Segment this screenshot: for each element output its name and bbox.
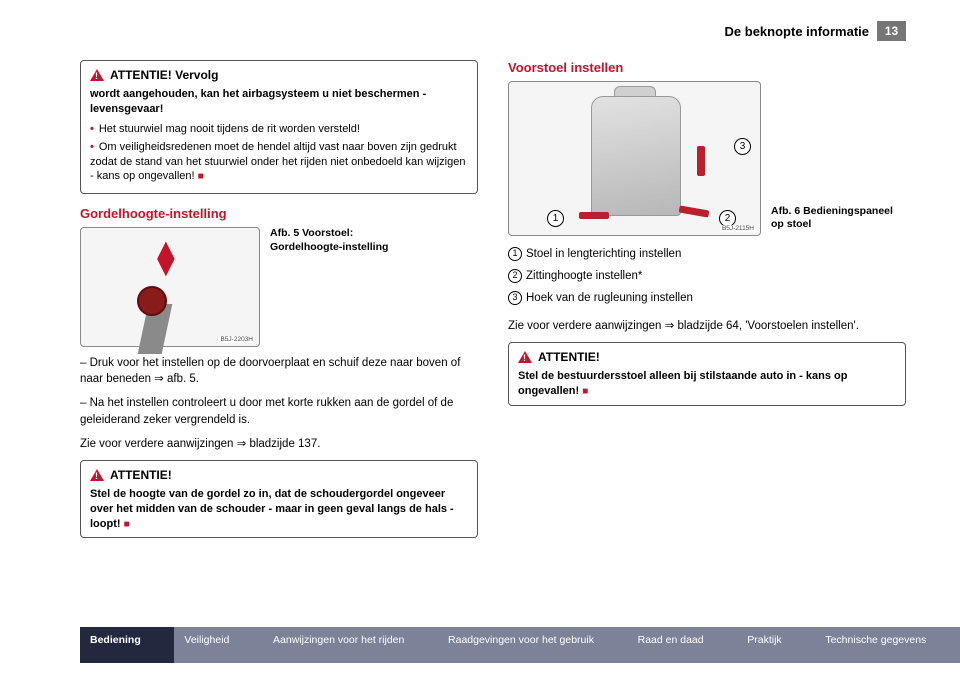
warning-intro: wordt aangehouden, kan het airbagsysteem…	[90, 87, 468, 117]
instruction-text: Na het instellen controleert u door met …	[80, 395, 478, 427]
adjust-arrows-icon: ▲▼	[151, 242, 181, 275]
seat-lever-icon	[579, 212, 609, 219]
warning-icon	[90, 469, 104, 481]
instruction-text: Druk voor het instellen op de doorvoerpl…	[80, 355, 478, 387]
callout-3-icon: 3	[508, 291, 522, 305]
seat-lever-icon	[697, 146, 705, 176]
seat-shape-icon	[591, 96, 681, 216]
left-column: ATTENTIE! Vervolg wordt aangehouden, kan…	[80, 60, 478, 550]
footer-tab[interactable]: Praktijk	[737, 627, 815, 663]
footer-tab[interactable]: Raad en daad	[628, 627, 738, 663]
footer-tab[interactable]: Veiligheid	[174, 627, 263, 663]
section-title: De beknopte informatie	[725, 24, 869, 39]
legend-list: 1Stoel in lengterichting instellen 2Zitt…	[508, 244, 906, 310]
warning-box-continued: ATTENTIE! Vervolg wordt aangehouden, kan…	[80, 60, 478, 194]
warning-body: Stel de hoogte van de gordel zo in, dat …	[90, 487, 468, 532]
warning-heading: ATTENTIE!	[110, 467, 172, 483]
warning-icon	[518, 351, 532, 363]
figure-belt-height: ▲▼ B5J-2203H	[80, 227, 260, 347]
warning-heading: ATTENTIE!	[538, 349, 600, 365]
footer-tab-active[interactable]: Bediening	[80, 627, 174, 663]
figure-caption-5: Afb. 5 Voorstoel: Gordelhoogte-instellin…	[270, 227, 405, 254]
page-header: De beknopte informatie 13	[725, 21, 906, 41]
callout-2-icon: 2	[508, 269, 522, 283]
page-number: 13	[877, 21, 906, 41]
reference-text: Zie voor verdere aanwijzingen ⇒ bladzijd…	[508, 318, 906, 334]
callout-3-icon: 3	[734, 138, 751, 155]
footer-tab[interactable]: Aanwijzingen voor het rijden	[263, 627, 438, 663]
figure-caption-6: Afb. 6 Bedieningspaneel op stoel	[771, 205, 906, 232]
footer-tab[interactable]: Technische gegevens	[815, 627, 960, 663]
footer-tabs: Bediening Veiligheid Aanwijzingen voor h…	[0, 627, 960, 663]
section-heading-seat: Voorstoel instellen	[508, 60, 906, 75]
warning-heading: ATTENTIE! Vervolg	[110, 67, 218, 83]
figure-code: B5J-2203H	[218, 336, 255, 343]
figure-code: B5J-2115H	[720, 225, 756, 232]
warning-bullet: Het stuurwiel mag nooit tijdens de rit w…	[90, 122, 468, 137]
callout-1-icon: 1	[508, 247, 522, 261]
section-heading-belt: Gordelhoogte-instelling	[80, 206, 478, 221]
legend-item: 3Hoek van de rugleuning instellen	[508, 288, 906, 310]
legend-item: 2Zittinghoogte instellen*	[508, 266, 906, 288]
warning-box-seat: ATTENTIE! Stel de bestuurdersstoel allee…	[508, 342, 906, 406]
warning-box-belt: ATTENTIE! Stel de hoogte van de gordel z…	[80, 460, 478, 539]
seat-lever-icon	[679, 205, 710, 217]
callout-1-icon: 1	[547, 210, 564, 227]
footer-tab[interactable]: Raadgevingen voor het gebruik	[438, 627, 628, 663]
figure-seat-adjust: 1 2 3 B5J-2115H	[508, 81, 761, 236]
warning-bullet: Om veiligheidsredenen moet de hendel alt…	[90, 140, 468, 185]
right-column: Voorstoel instellen 1 2 3 B5J-2115H Afb.…	[508, 60, 906, 550]
reference-text: Zie voor verdere aanwijzingen ⇒ bladzijd…	[80, 436, 478, 452]
warning-body: Stel de bestuurdersstoel alleen bij stil…	[518, 369, 896, 399]
warning-icon	[90, 69, 104, 81]
legend-item: 1Stoel in lengterichting instellen	[508, 244, 906, 266]
